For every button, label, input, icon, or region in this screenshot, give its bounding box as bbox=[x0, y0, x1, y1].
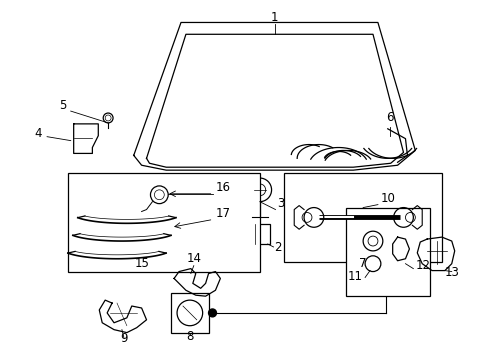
Text: 17: 17 bbox=[215, 207, 230, 220]
Text: 12: 12 bbox=[414, 258, 429, 271]
Circle shape bbox=[208, 309, 216, 317]
Text: 4: 4 bbox=[35, 127, 42, 140]
Bar bbox=[171, 293, 208, 333]
Text: 11: 11 bbox=[347, 270, 363, 283]
Text: 9: 9 bbox=[120, 332, 127, 346]
Text: 3: 3 bbox=[277, 197, 285, 210]
Text: 8: 8 bbox=[186, 329, 193, 342]
Text: 15: 15 bbox=[134, 257, 149, 270]
Bar bbox=[284, 173, 441, 262]
Text: 16: 16 bbox=[215, 181, 230, 194]
Bar bbox=[68, 173, 259, 271]
Bar bbox=[249, 224, 269, 244]
Text: 6: 6 bbox=[385, 111, 393, 124]
Text: 13: 13 bbox=[444, 266, 458, 279]
Bar bbox=[346, 208, 429, 296]
Text: 10: 10 bbox=[380, 192, 394, 205]
Text: 5: 5 bbox=[59, 99, 66, 112]
Text: 1: 1 bbox=[270, 11, 278, 24]
Text: 2: 2 bbox=[274, 241, 282, 254]
Text: 14: 14 bbox=[186, 252, 201, 265]
Text: 7: 7 bbox=[359, 257, 366, 270]
